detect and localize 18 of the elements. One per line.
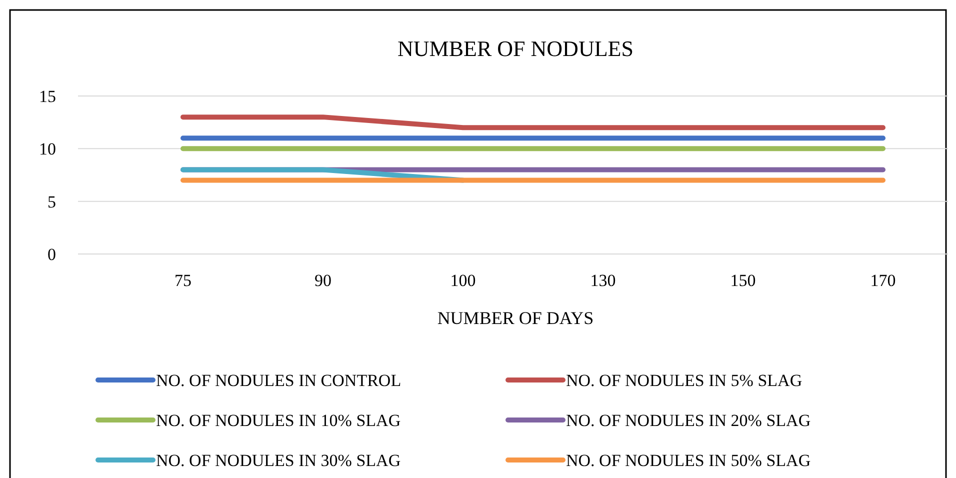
x-tick-label: 90 [314, 271, 332, 290]
legend-label: NO. OF NODULES IN 5% SLAG [566, 371, 802, 390]
x-tick-label: 130 [590, 271, 616, 290]
legend-label: NO. OF NODULES IN 50% SLAG [566, 451, 811, 470]
legend-label: NO. OF NODULES IN 30% SLAG [156, 451, 401, 470]
y-tick-label: 10 [39, 140, 56, 159]
x-axis-title: NUMBER OF DAYS [437, 308, 594, 328]
y-tick-label: 5 [48, 192, 56, 212]
x-tick-label: 170 [870, 271, 896, 290]
x-tick-label: 75 [174, 271, 192, 290]
y-tick-label: 0 [48, 245, 56, 264]
legend-label: NO. OF NODULES IN CONTROL [156, 371, 402, 390]
legend-label: NO. OF NODULES IN 10% SLAG [156, 411, 401, 430]
chart-title: NUMBER OF NODULES [398, 36, 634, 61]
x-tick-label: 100 [450, 271, 476, 290]
x-tick-label: 150 [730, 271, 756, 290]
legend-label: NO. OF NODULES IN 20% SLAG [566, 411, 811, 430]
y-tick-label: 15 [39, 87, 56, 106]
